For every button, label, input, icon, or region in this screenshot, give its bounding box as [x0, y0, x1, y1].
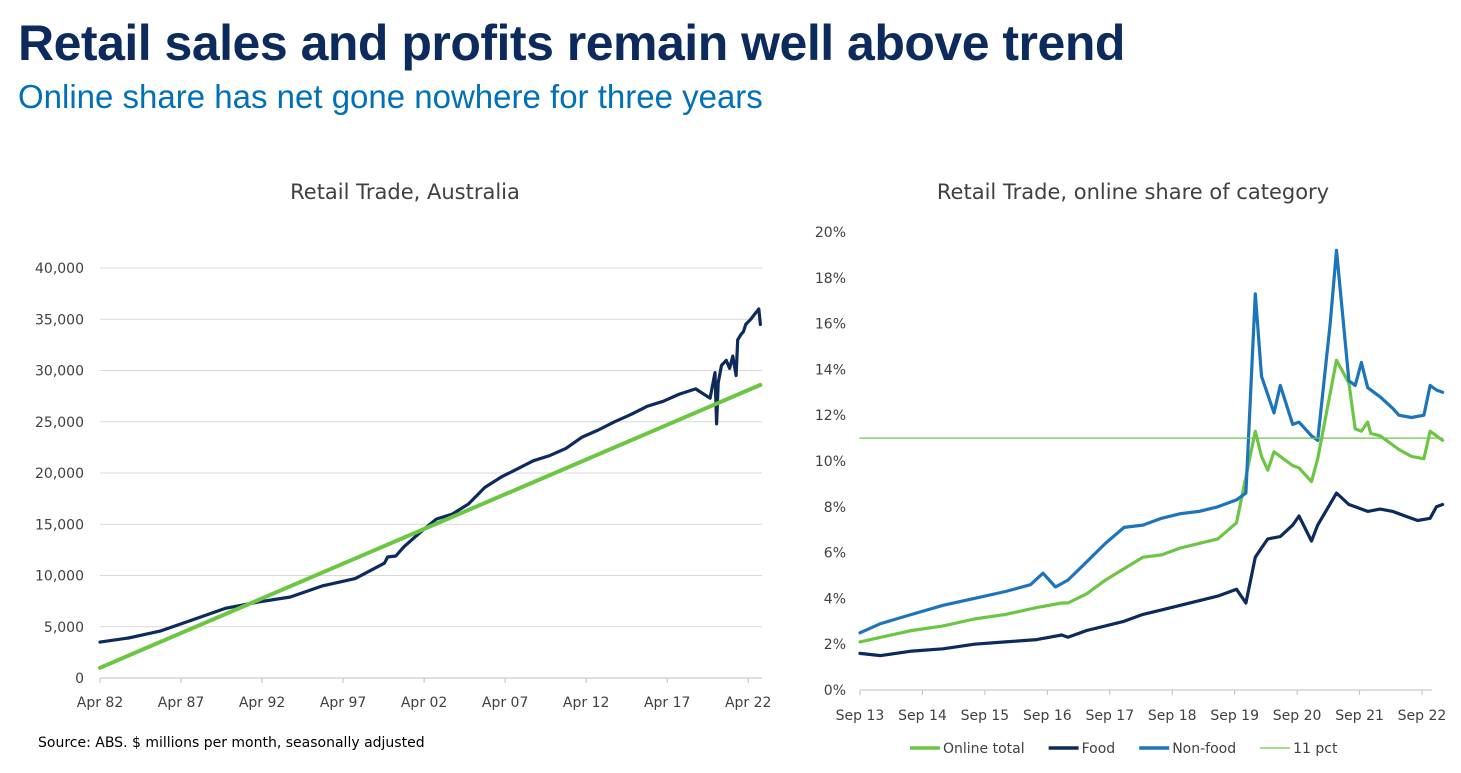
series-line-online-total — [858, 358, 1445, 644]
y-tick-label: 2% — [824, 637, 846, 653]
x-tick-label: Apr 07 — [482, 695, 528, 711]
chart2-title: Retail Trade, online share of category — [936, 180, 1330, 204]
y-tick-label: 10% — [815, 454, 846, 470]
y-tick-label: 20% — [815, 225, 846, 241]
chart1-title: Retail Trade, Australia — [290, 180, 520, 204]
legend-label: Online total — [943, 741, 1025, 757]
x-tick-label: Sep 19 — [1210, 708, 1259, 724]
y-tick-label: 6% — [824, 546, 846, 562]
page-title: Retail sales and profits remain well abo… — [18, 15, 1125, 71]
y-tick-label: 12% — [815, 408, 846, 424]
x-tick-label: Sep 17 — [1085, 708, 1134, 724]
x-tick-label: Sep 13 — [836, 708, 885, 724]
x-tick-label: Apr 92 — [239, 695, 285, 711]
x-tick-label: Sep 14 — [898, 708, 947, 724]
chart2: 0% 2% 4% 6% 8% 10% 12% 14% 16% 18% 20% Sep 13 Sep 14… — [815, 225, 1446, 757]
y-tick-label: 4% — [824, 591, 846, 607]
y-tick-label: 0 — [75, 671, 84, 687]
y-tick-label: 30,000 — [35, 364, 84, 380]
x-tick-label: Sep 22 — [1398, 708, 1447, 724]
x-tick-label: Apr 02 — [401, 695, 447, 711]
page-subtitle: Online share has net gone nowhere for th… — [18, 78, 763, 115]
x-tick-label: Apr 82 — [77, 695, 123, 711]
y-tick-label: 14% — [815, 362, 846, 378]
y-tick-label: 20,000 — [35, 466, 84, 482]
y-tick-label: 0% — [824, 683, 846, 699]
x-tick-label: Sep 18 — [1148, 708, 1197, 724]
x-tick-label: Apr 97 — [320, 695, 366, 711]
y-tick-label: 8% — [824, 500, 846, 516]
y-tick-label: 5,000 — [44, 620, 84, 636]
series-line-trend — [98, 382, 763, 670]
x-tick-label: Apr 87 — [158, 695, 204, 711]
legend-label: 11 pct — [1293, 741, 1338, 757]
y-tick-label: 16% — [815, 317, 846, 333]
x-tick-label: Sep 15 — [961, 708, 1010, 724]
y-tick-label: 40,000 — [35, 261, 84, 277]
y-tick-label: 10,000 — [35, 569, 84, 585]
y-tick-label: 35,000 — [35, 312, 84, 328]
x-tick-label: Apr 22 — [725, 695, 771, 711]
series-line-food — [858, 491, 1445, 658]
y-tick-label: 18% — [815, 271, 846, 287]
x-tick-label: Apr 17 — [644, 695, 690, 711]
x-tick-label: Sep 16 — [1023, 708, 1072, 724]
y-tick-label: 25,000 — [35, 415, 84, 431]
series-line-non-food — [858, 248, 1445, 635]
series-line-retail-trade — [98, 307, 763, 644]
x-tick-label: Sep 20 — [1273, 708, 1322, 724]
source-note: Source: ABS. $ millions per month, seaso… — [38, 735, 425, 751]
legend-label: Non-food — [1172, 741, 1236, 757]
x-tick-label: Sep 21 — [1335, 708, 1384, 724]
chart1: 0 5,000 10,000 15,000 20,000 25,000 30,000 35,0… — [35, 261, 771, 711]
x-tick-label: Apr 12 — [563, 695, 609, 711]
y-tick-label: 15,000 — [35, 517, 84, 533]
legend-label: Food — [1082, 741, 1116, 757]
